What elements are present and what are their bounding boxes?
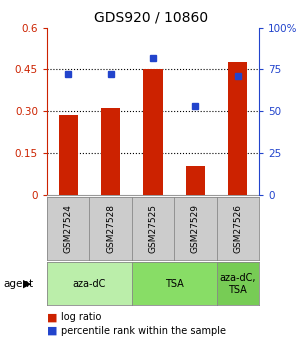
Text: GSM27526: GSM27526 [233, 204, 242, 253]
Bar [228, 62, 247, 195]
Text: GSM27524: GSM27524 [64, 204, 73, 253]
Text: GSM27525: GSM27525 [148, 204, 158, 253]
Text: ■: ■ [47, 326, 58, 335]
Bar [59, 116, 78, 195]
Text: aza-dC: aza-dC [73, 279, 106, 289]
Text: GSM27528: GSM27528 [106, 204, 115, 253]
Bar [144, 69, 163, 195]
Bar [186, 166, 205, 195]
Text: GSM27529: GSM27529 [191, 204, 200, 253]
Text: TSA: TSA [165, 279, 184, 289]
Text: ■: ■ [47, 313, 58, 322]
Text: aza-dC,
TSA: aza-dC, TSA [220, 273, 256, 295]
Bar [101, 108, 120, 195]
Text: ▶: ▶ [23, 279, 31, 288]
Text: agent: agent [3, 279, 33, 288]
Text: GDS920 / 10860: GDS920 / 10860 [95, 10, 208, 24]
Text: log ratio: log ratio [61, 313, 101, 322]
Text: percentile rank within the sample: percentile rank within the sample [61, 326, 226, 335]
